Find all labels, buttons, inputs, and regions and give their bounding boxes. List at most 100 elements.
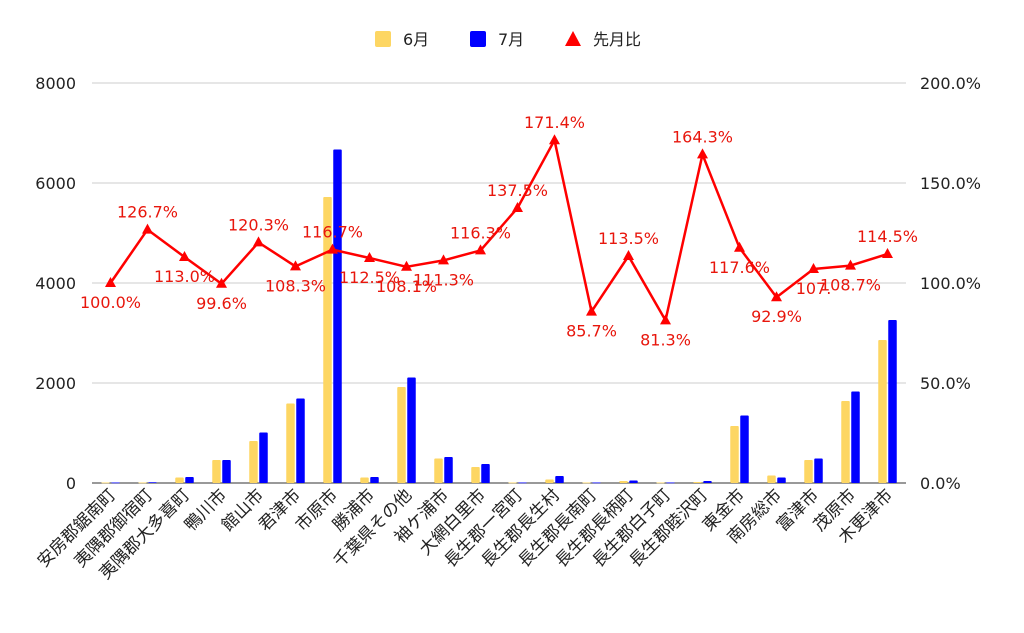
ratio-data-label: 126.7% (117, 203, 178, 222)
legend: 6月 7月 先月比 (375, 30, 641, 49)
bar-june (397, 387, 406, 483)
bar-june (101, 482, 110, 484)
ratio-data-label: 117.6% (709, 258, 770, 277)
bar-june (434, 458, 443, 483)
left-tick-label: 4000 (35, 274, 76, 293)
bar-july (407, 377, 416, 483)
ratio-data-label: 108.1% (376, 277, 437, 296)
bar-july (370, 477, 379, 483)
left-tick-label: 0 (66, 474, 76, 493)
ratio-data-label: 92.9% (751, 307, 802, 326)
ratio-data-label: 100.0% (80, 293, 141, 312)
ratio-point (586, 305, 597, 316)
right-tick-label: 100.0% (920, 274, 981, 293)
bar-june (249, 441, 258, 483)
bar-july (222, 460, 231, 483)
legend-swatch (470, 31, 486, 47)
legend-swatch (565, 31, 581, 46)
ratio-point (771, 291, 782, 302)
ratio-point (549, 134, 560, 145)
bar-july (814, 458, 823, 483)
ratio-data-labels: 100.0% 126.7% 113.0% 99.6% 120.3% 108.3% 116.7… (80, 113, 918, 349)
ratio-point (105, 277, 116, 287)
right-tick-label: 50.0% (920, 374, 971, 393)
bar-july (185, 477, 194, 483)
ratio-point (438, 254, 449, 265)
ratio-data-label: 111.3% (413, 270, 474, 289)
ratio-point (475, 244, 486, 255)
ratio-data-label: 112.5% (339, 268, 400, 287)
ratio-point (327, 243, 338, 254)
bar-june (619, 481, 628, 483)
ratio-data-label: 120.3% (228, 215, 289, 234)
ratio-data-label: 113.0% (154, 267, 215, 286)
x-axis: 安房郡鋸南町夷隅郡御宿町夷隅郡大多喜町鴨川市館山市君津市市原市勝浦市千葉県その他… (34, 485, 897, 583)
legend-swatch (375, 31, 391, 47)
bar-june (730, 426, 739, 483)
right-tick-label: 150.0% (920, 174, 981, 193)
ratio-point (882, 248, 893, 258)
bar-july (740, 415, 749, 483)
ratio-data-label: 99.6% (196, 294, 247, 313)
bar-july (555, 476, 564, 483)
ratio-data-label: 108.7% (820, 276, 881, 295)
bar-july (666, 482, 675, 484)
left-tick-label: 8000 (35, 74, 76, 93)
left-axis: 0 2000 4000 6000 8000 (35, 74, 76, 493)
bar-july (629, 480, 638, 483)
bar-june (508, 482, 517, 484)
bar-july (259, 432, 268, 483)
bar-june (471, 467, 480, 483)
bar-june (323, 197, 332, 483)
bar-july (333, 149, 342, 483)
bar-july (888, 320, 897, 483)
bar-june (841, 401, 850, 483)
ratio-point (808, 263, 819, 273)
bar-june (360, 477, 369, 483)
ratio-line (109, 138, 888, 322)
bar-july (851, 391, 860, 483)
ratio-data-label: 116.7% (302, 223, 363, 242)
bar-july (444, 457, 453, 483)
ratio-point (697, 148, 708, 159)
bar-june (175, 477, 184, 483)
ratio-point (660, 314, 671, 325)
ratio-data-label: 114.5% (857, 227, 918, 246)
legend-label: 先月比 (593, 30, 641, 49)
ratio-point (364, 252, 375, 262)
bar-june (656, 482, 665, 484)
bar-july (296, 398, 305, 483)
ratio-point (512, 202, 523, 212)
bar-july (703, 481, 712, 483)
bar-july (111, 482, 120, 484)
ratio-data-label: 137.5% (487, 181, 548, 200)
ratio-data-label: 113.5% (598, 229, 659, 248)
bar-series (101, 149, 897, 484)
bar-july (518, 482, 527, 484)
ratio-data-label: 107. (796, 279, 832, 298)
bar-july (592, 482, 601, 484)
ratio-data-label: 81.3% (640, 330, 691, 349)
ratio-point (179, 251, 190, 261)
bar-june (582, 482, 591, 484)
bar-july (777, 477, 786, 483)
right-tick-label: 0.0% (920, 474, 961, 493)
bar-june (878, 340, 887, 483)
ratio-point (734, 241, 745, 252)
left-tick-label: 2000 (35, 374, 76, 393)
right-axis: 0.0% 50.0% 100.0% 150.0% 200.0% (920, 74, 981, 493)
ratio-point (142, 223, 153, 234)
bar-june (693, 482, 702, 483)
ratio-point (290, 260, 301, 271)
right-tick-label: 200.0% (920, 74, 981, 93)
ratio-data-label: 164.3% (672, 127, 733, 146)
ratio-point (623, 250, 634, 260)
bar-june (545, 479, 554, 483)
bar-july (148, 482, 157, 484)
bar-june (767, 475, 776, 483)
bar-june (804, 460, 813, 483)
bar-june (212, 460, 221, 483)
legend-label: 7月 (498, 30, 524, 49)
ratio-data-label: 116.3% (450, 223, 511, 242)
